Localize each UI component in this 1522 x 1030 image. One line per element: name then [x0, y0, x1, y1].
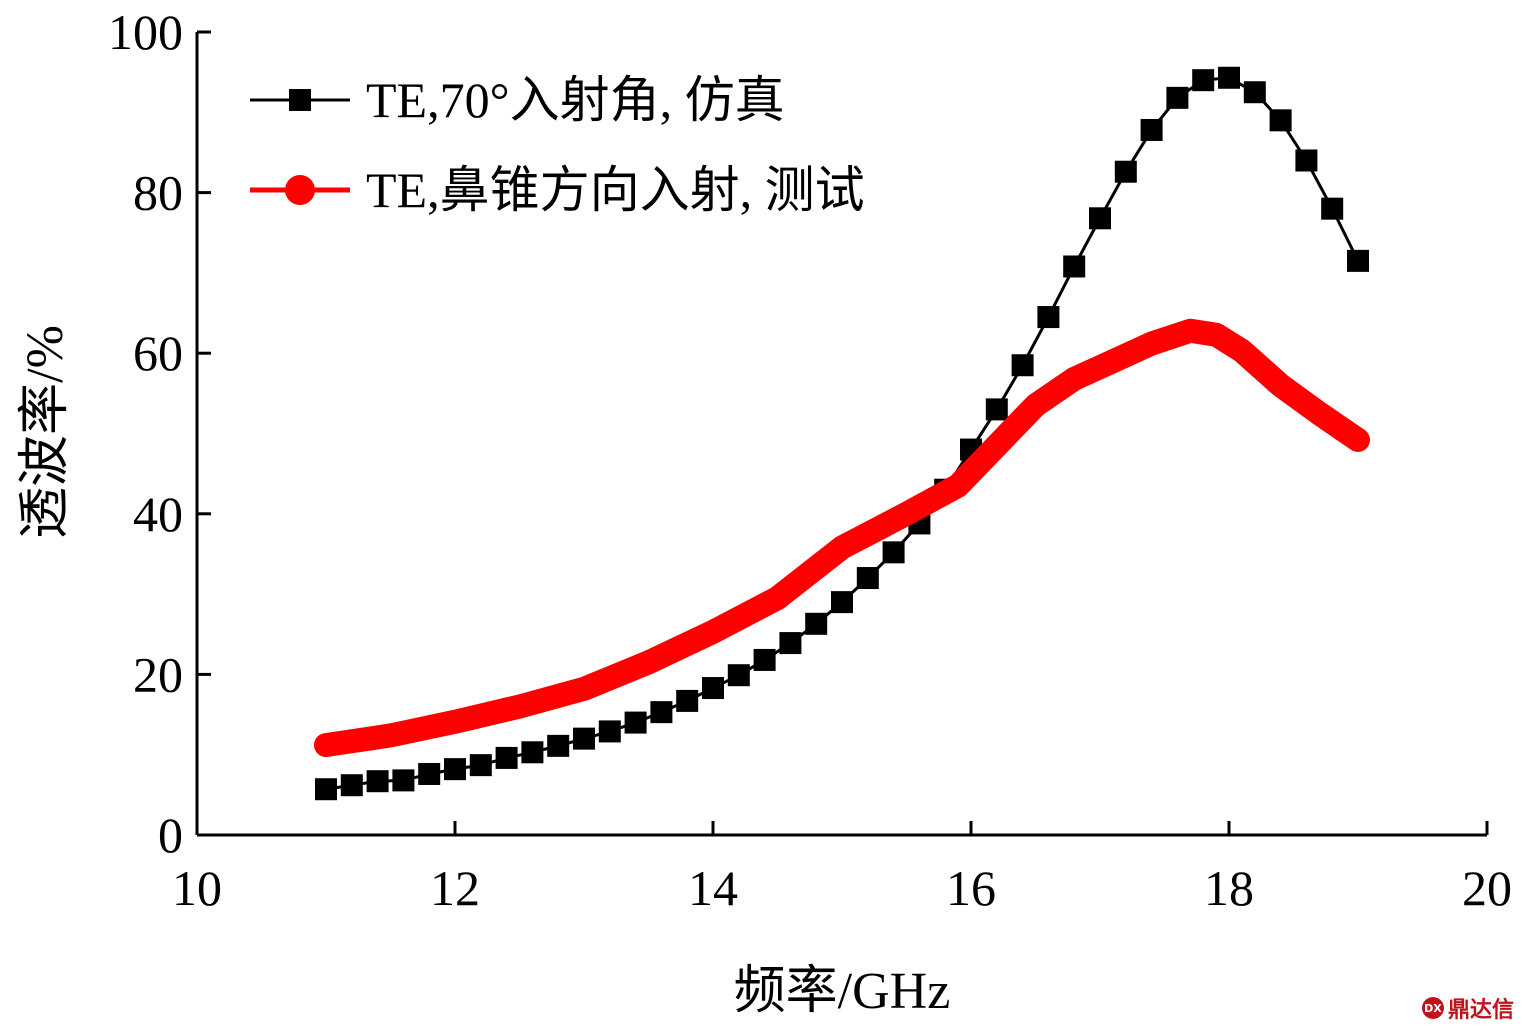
data-point-square — [650, 701, 673, 724]
series-1 — [315, 66, 1369, 801]
x-tick-label: 18 — [1204, 860, 1254, 916]
data-point-square — [1218, 66, 1240, 89]
data-point-square — [444, 758, 466, 781]
y-tick-label: 0 — [158, 807, 183, 863]
x-tick-label: 16 — [946, 860, 996, 916]
data-point-square — [573, 727, 595, 750]
data-point-square — [392, 769, 415, 792]
legend-label: TE,鼻锥方向入射, 测试 — [366, 162, 865, 218]
data-point-square — [1063, 255, 1086, 278]
data-point-square — [1037, 306, 1060, 329]
data-point-square — [727, 664, 750, 687]
legend-label: TE,70°入射角, 仿真 — [366, 72, 785, 128]
data-point-square — [702, 677, 724, 700]
legend-item-2: TE,鼻锥方向入射, 测试 — [250, 162, 865, 218]
data-point-square — [1114, 160, 1137, 183]
data-point-square — [1269, 109, 1292, 132]
data-point-square — [1295, 149, 1318, 172]
axes — [195, 32, 1487, 837]
data-point-square — [1243, 81, 1266, 104]
y-tick-label: 80 — [133, 165, 183, 221]
data-point-square — [315, 778, 337, 801]
data-point-square — [340, 774, 363, 797]
watermark: DX 鼎达信 — [1421, 992, 1514, 1024]
x-tick-label: 10 — [172, 860, 222, 916]
data-point-square — [831, 591, 853, 614]
data-point-square — [469, 754, 492, 777]
x-tick-label: 14 — [688, 860, 738, 916]
legend-marker-square — [289, 89, 311, 111]
y-tick-label: 60 — [133, 325, 183, 381]
data-point-square — [1192, 69, 1215, 92]
series-line — [314, 318, 1370, 758]
y-axis-ticks: 0 20 40 60 80 100 — [108, 4, 211, 863]
x-tick-label: 20 — [1462, 860, 1512, 916]
data-point-square — [805, 612, 828, 635]
data-point-square — [547, 734, 570, 757]
series-layer — [314, 66, 1370, 801]
data-point-square — [495, 746, 518, 769]
data-point-square — [418, 762, 441, 785]
data-point-square — [1089, 207, 1111, 230]
data-point-square — [598, 720, 621, 743]
watermark-logo-icon: DX — [1421, 997, 1444, 1019]
data-point-square — [1347, 249, 1369, 272]
data-point-square — [1321, 197, 1344, 220]
y-tick-label: 100 — [108, 4, 183, 60]
data-point-square — [753, 648, 776, 671]
legend-marker-circle — [285, 175, 315, 205]
data-point-square — [521, 741, 544, 764]
data-point-square — [1166, 86, 1189, 109]
y-tick-label: 40 — [133, 486, 183, 542]
data-point-square — [1140, 118, 1163, 141]
y-tick-label: 20 — [133, 646, 183, 702]
legend-item-1: TE,70°入射角, 仿真 — [250, 72, 785, 128]
y-axis-label: 透波率/% — [17, 325, 74, 539]
x-axis-label: 频率/GHz — [734, 963, 951, 1020]
data-point-square — [1011, 354, 1034, 377]
data-point-square — [366, 770, 389, 793]
watermark-text: 鼎达信 — [1447, 998, 1514, 1023]
data-point-square — [779, 632, 802, 655]
data-point-square — [856, 567, 879, 590]
data-point-square — [624, 711, 647, 734]
x-tick-label: 12 — [430, 860, 480, 916]
data-point-square — [676, 689, 699, 712]
series-2 — [314, 318, 1370, 758]
legend: TE,70°入射角, 仿真 TE,鼻锥方向入射, 测试 — [250, 72, 865, 218]
data-point-square — [882, 541, 905, 564]
data-point-square — [985, 398, 1008, 421]
x-axis-ticks: 10 12 14 16 18 20 — [172, 821, 1512, 916]
